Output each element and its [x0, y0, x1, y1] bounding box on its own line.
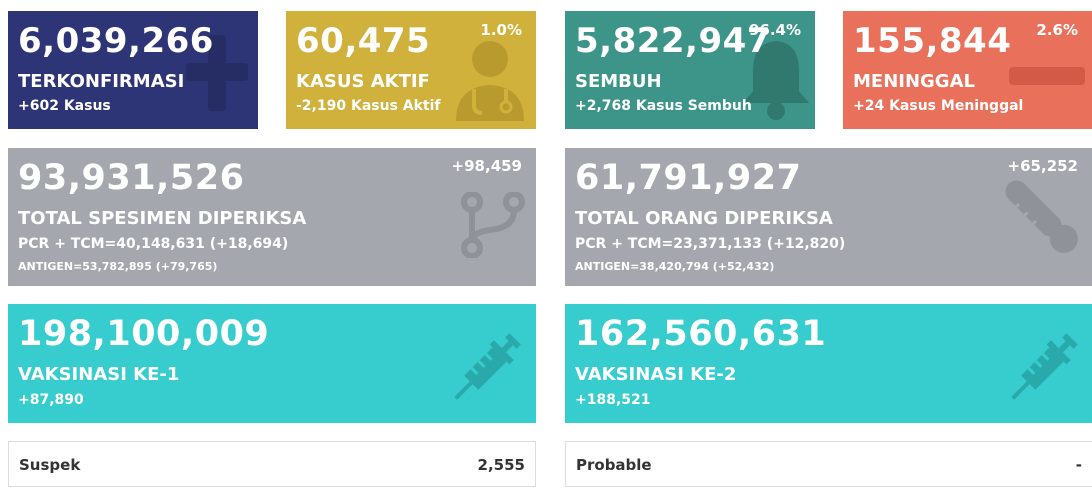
specimens-value: 93,931,526 [18, 158, 245, 198]
deaths-card: 155,844 2.6% MENINGGAL +24 Kasus Meningg… [843, 11, 1092, 129]
specimens-label: TOTAL SPESIMEN DIPERIKSA [18, 208, 307, 229]
recovered-percent: 96.4% [748, 21, 801, 39]
confirmed-card: 6,039,266 TERKONFIRMASI +602 Kasus [8, 11, 258, 129]
thermometer-icon [997, 176, 1087, 258]
recovered-label: SEMBUH [575, 71, 662, 92]
vaccine1-delta: +87,890 [18, 392, 84, 408]
bell-icon [741, 39, 811, 121]
suspect-label: Suspek [19, 456, 81, 474]
syringe-icon [440, 326, 528, 414]
confirmed-label: TERKONFIRMASI [18, 71, 185, 92]
people-antigen: ANTIGEN=38,420,794 (+52,432) [575, 260, 775, 273]
specimens-pcr: PCR + TCM=40,148,631 (+18,694) [18, 236, 289, 252]
active-value: 60,475 [296, 21, 431, 61]
deaths-delta: +24 Kasus Meninggal [853, 98, 1024, 114]
people-label: TOTAL ORANG DIPERIKSA [575, 208, 833, 229]
confirmed-delta: +602 Kasus [18, 98, 111, 114]
confirmed-value: 6,039,266 [18, 21, 214, 61]
plus-icon [186, 35, 248, 111]
probable-value: - [1075, 456, 1082, 474]
syringe-icon [997, 326, 1085, 414]
doctor-icon [452, 39, 528, 121]
specimens-antigen: ANTIGEN=53,782,895 (+79,765) [18, 260, 218, 273]
vaccine1-value: 198,100,009 [18, 314, 270, 354]
minus-icon [1009, 67, 1085, 85]
recovered-value: 5,822,947 [575, 21, 771, 61]
active-card: 60,475 1.0% KASUS AKTIF -2,190 Kasus Akt… [286, 11, 536, 129]
active-percent: 1.0% [480, 21, 522, 39]
vaccine2-card: 162,560,631 VAKSINASI KE-2 +188,521 [565, 304, 1092, 423]
vaccine1-label: VAKSINASI KE-1 [18, 364, 180, 385]
people-pcr: PCR + TCM=23,371,133 (+12,820) [575, 236, 846, 252]
vaccine2-delta: +188,521 [575, 392, 651, 408]
vaccine2-value: 162,560,631 [575, 314, 827, 354]
active-delta: -2,190 Kasus Aktif [296, 98, 441, 114]
recovered-delta: +2,768 Kasus Sembuh [575, 98, 752, 114]
deaths-value: 155,844 [853, 21, 1012, 61]
people-card: 61,791,927 +65,252 TOTAL ORANG DIPERIKSA… [565, 148, 1092, 286]
suspect-row: Suspek 2,555 [8, 441, 536, 487]
recovered-card: 5,822,947 96.4% SEMBUH +2,768 Kasus Semb… [565, 11, 815, 129]
vaccine2-label: VAKSINASI KE-2 [575, 364, 737, 385]
suspect-value: 2,555 [477, 456, 525, 474]
specimens-card: 93,931,526 +98,459 TOTAL SPESIMEN DIPERI… [8, 148, 536, 286]
branch-icon [460, 192, 526, 258]
vaccine1-card: 198,100,009 VAKSINASI KE-1 +87,890 [8, 304, 536, 423]
deaths-label: MENINGGAL [853, 71, 975, 92]
specimens-delta: +98,459 [451, 157, 522, 175]
people-value: 61,791,927 [575, 158, 802, 198]
deaths-percent: 2.6% [1036, 21, 1078, 39]
probable-label: Probable [576, 456, 652, 474]
people-delta: +65,252 [1007, 157, 1078, 175]
active-label: KASUS AKTIF [296, 71, 430, 92]
probable-row: Probable - [565, 441, 1092, 487]
